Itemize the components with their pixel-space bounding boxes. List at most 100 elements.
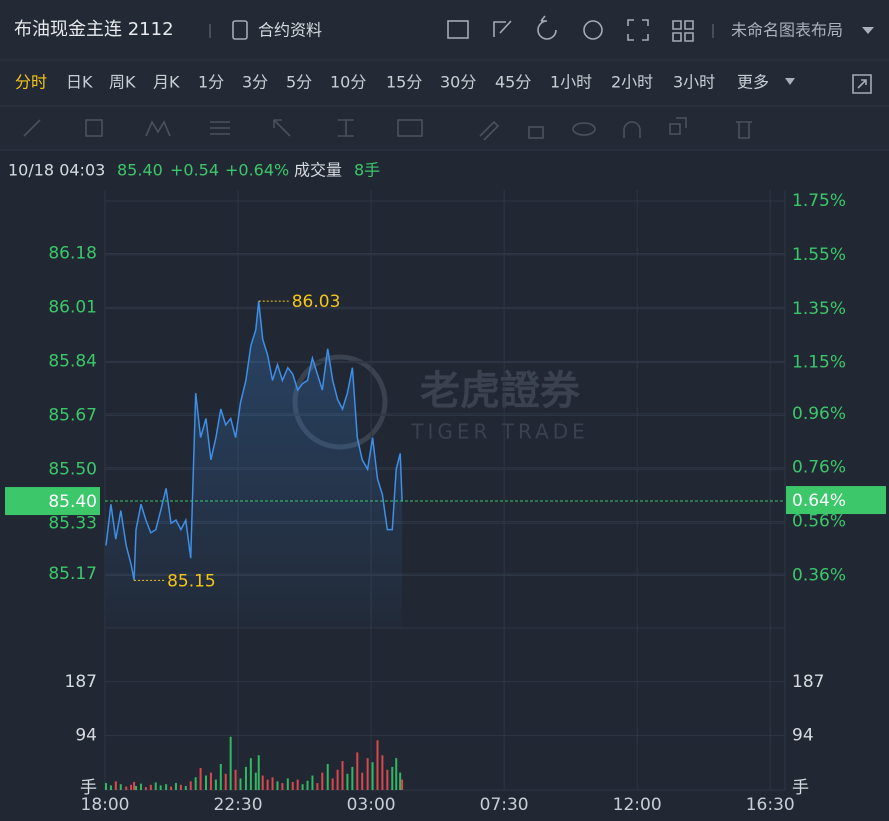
doc-icon[interactable] — [232, 20, 248, 40]
tool-magnet[interactable] — [623, 121, 641, 138]
volume-bar — [209, 772, 212, 790]
volume-bar — [249, 758, 252, 790]
period-tab[interactable]: 45分 — [495, 73, 531, 92]
volume-bar — [149, 784, 152, 790]
volume-bar — [306, 780, 309, 790]
last-price-box — [5, 487, 100, 516]
tool-fib[interactable] — [210, 121, 230, 135]
period-tab[interactable]: 1小时 — [550, 73, 592, 92]
volume-bar — [109, 785, 112, 790]
layout-icon[interactable] — [672, 20, 694, 42]
y-tick-label: 85.50 — [48, 459, 97, 479]
volume-bar — [194, 777, 197, 790]
volume-bar — [366, 758, 369, 790]
last-pct-label: 0.64% — [792, 491, 846, 511]
volume-bar — [266, 779, 269, 790]
layout-name[interactable]: 未命名图表布局 — [731, 21, 843, 40]
y-tick-label: 85.17 — [48, 564, 97, 584]
quote-change: +0.54 — [170, 161, 219, 180]
y2-tick-label: 0.36% — [792, 565, 846, 585]
period-tab[interactable]: 15分 — [386, 73, 422, 92]
toolbar-bg — [0, 0, 889, 150]
settings-icon[interactable] — [583, 20, 603, 40]
volume-bar — [257, 755, 260, 790]
period-tab[interactable]: 分时 — [15, 73, 47, 92]
tool-measure[interactable] — [338, 119, 354, 137]
volume-bar — [224, 773, 227, 790]
y2-tick-label: 0.56% — [792, 512, 846, 532]
y2-tick-label: 1.75% — [792, 191, 846, 211]
period-tab[interactable]: 周K — [109, 73, 136, 92]
contract-info-button[interactable]: 合约资料 — [258, 21, 322, 40]
period-tab[interactable]: 3小时 — [673, 73, 715, 92]
period-tab[interactable]: 日K — [66, 73, 93, 92]
volume-bar — [219, 763, 222, 790]
quote-volume-label: 成交量 — [294, 161, 342, 180]
tool-rect[interactable] — [85, 119, 103, 137]
y2-tick-label: 1.55% — [792, 245, 846, 265]
expand-icon[interactable] — [852, 74, 872, 94]
tool-trash[interactable] — [736, 121, 752, 139]
volume-bar — [386, 769, 389, 790]
volume-bar — [331, 778, 334, 790]
volume-tick-label: 94 — [792, 726, 814, 746]
period-tab[interactable]: 更多 — [737, 73, 769, 92]
drawing-tools — [23, 117, 752, 141]
volume-bar — [239, 778, 242, 790]
y-tick-label: 85.33 — [48, 513, 97, 533]
period-tab[interactable]: 30分 — [440, 73, 476, 92]
volume-bar — [159, 785, 162, 790]
volume-bar — [119, 784, 122, 790]
x-tick-label: 16:30 — [746, 795, 795, 815]
y-tick-label: 86.18 — [48, 243, 97, 263]
period-tab[interactable]: 月K — [153, 73, 180, 92]
y2-tick-label: 1.35% — [792, 299, 846, 319]
volume-bar — [254, 772, 257, 790]
chart-icon[interactable] — [447, 20, 469, 39]
tool-copy[interactable] — [669, 117, 687, 135]
volume-bar — [271, 777, 274, 790]
volume-bar — [139, 783, 142, 790]
tool-text[interactable] — [397, 119, 423, 137]
volume-bar — [391, 766, 394, 790]
period-tab[interactable]: 5分 — [286, 73, 312, 92]
quote-volume: 8手 — [354, 161, 380, 180]
watermark-cn: 老虎證券 — [420, 368, 581, 414]
tool-lock[interactable] — [528, 126, 544, 139]
volume-tick-label: 187 — [65, 672, 97, 692]
y2-tick-label: 0.96% — [792, 404, 846, 424]
dropdown-arrow[interactable] — [785, 78, 795, 85]
y2-tick-label: 0.76% — [792, 458, 846, 478]
chart: 18:00 22:30 03:00 07:30 12:00 16:30 85.17 85.33… — [5, 190, 886, 815]
volume-bar — [346, 773, 349, 790]
tool-wave[interactable] — [145, 120, 171, 137]
volume-bar — [296, 779, 299, 790]
tool-line[interactable] — [23, 119, 41, 137]
x-tick-label: 22:30 — [214, 795, 263, 815]
dropdown-arrow[interactable] — [862, 27, 874, 34]
period-tab[interactable]: 3分 — [242, 73, 268, 92]
tool-brush[interactable] — [479, 120, 500, 141]
tool-arrow[interactable] — [273, 119, 291, 137]
volume-tick-label: 手 — [80, 778, 97, 798]
tool-eye[interactable] — [572, 122, 596, 136]
header-icons — [447, 15, 714, 42]
price-area — [106, 301, 403, 628]
volume-bar — [301, 784, 304, 790]
volume-bar — [381, 755, 384, 790]
period-tab[interactable]: 1分 — [198, 73, 224, 92]
volume-bar — [179, 784, 182, 790]
edit-icon[interactable] — [493, 20, 512, 37]
period-tab[interactable]: 10分 — [330, 73, 366, 92]
volume-bar — [174, 783, 177, 790]
fullscreen-icon[interactable] — [627, 19, 649, 41]
annotation-label: 85.15 — [167, 571, 216, 591]
period-tab[interactable]: 2小时 — [611, 73, 653, 92]
undo-icon[interactable] — [537, 15, 557, 40]
quote-price: 85.40 — [117, 161, 163, 180]
volume-bar — [130, 784, 133, 790]
volume-bar — [321, 772, 324, 790]
volume-bar — [286, 778, 289, 790]
volume-tick-label: 187 — [792, 672, 824, 692]
